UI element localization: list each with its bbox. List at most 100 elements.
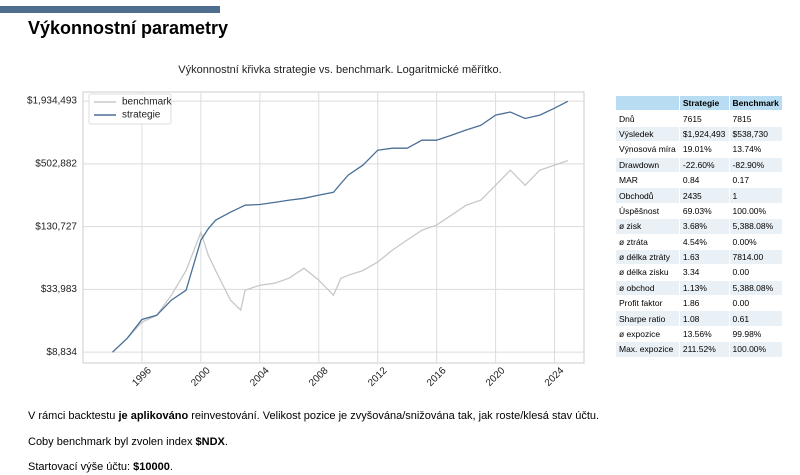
- table-cell: 0.00: [728, 264, 784, 281]
- note-text: V rámci backtestu: [28, 410, 119, 422]
- accent-bar: [0, 6, 220, 13]
- table-row: Profit faktor 1.86 0.00: [615, 295, 784, 312]
- stats-table: Strategie Benchmark Dnů 7615 7815 Výsledek $1,…: [615, 94, 784, 358]
- x-tick-label: 2024: [543, 365, 567, 389]
- table-cell: ø délka zisku: [615, 264, 680, 281]
- table-cell: 7615: [678, 110, 730, 127]
- table-cell: -82.90%: [728, 156, 784, 173]
- x-tick-label: 2008: [307, 365, 331, 389]
- table-cell: 4.54%: [678, 233, 730, 250]
- y-tick-label: $130,727: [35, 221, 77, 232]
- table-cell: 69.03%: [678, 202, 730, 220]
- table-cell: Výnosová míra: [615, 141, 680, 158]
- legend-label: benchmark: [122, 97, 172, 108]
- series-line: [112, 100, 569, 353]
- x-tick-label: 2020: [484, 365, 508, 389]
- table-cell: Dnů: [615, 110, 680, 127]
- table-row: Dnů 7615 7815: [615, 110, 784, 127]
- table-row: ø obchod 1.13% 5,388.08%: [615, 279, 784, 297]
- table-row: ø zisk 3.68% 5,388.08%: [615, 218, 784, 235]
- table-row: Max. expozice 211.52% 100.00%: [615, 341, 784, 358]
- y-tick-label: $1,934,493: [27, 96, 77, 107]
- note-text: reinvestování. Velikost pozice je zvyšov…: [188, 410, 600, 422]
- table-cell: 1.63: [678, 248, 730, 266]
- table-cell: MAR: [615, 171, 680, 189]
- chart: Výkonnostní křivka strategie vs. benchma…: [27, 64, 585, 389]
- chart-title: Výkonnostní křivka strategie vs. benchma…: [178, 64, 501, 76]
- table-cell: 5,388.08%: [728, 279, 784, 297]
- table-cell: 13.56%: [678, 325, 730, 343]
- table-row: ø ztráta 4.54% 0.00%: [615, 233, 784, 250]
- table-cell: 0.61: [728, 310, 784, 327]
- table-cell: 0.00: [728, 295, 784, 312]
- table-cell: 211.52%: [678, 341, 730, 358]
- table-cell: 5,388.08%: [728, 218, 784, 235]
- table-cell: 0.00%: [728, 233, 784, 250]
- table-cell: ø zisk: [615, 218, 680, 235]
- note-text: je aplikováno: [118, 410, 189, 422]
- table-cell: ø ztráta: [615, 233, 680, 250]
- table-cell: 0.17: [728, 171, 784, 189]
- table-cell: 3.34: [678, 264, 730, 281]
- note-text: $NDX: [195, 436, 225, 448]
- header-cell: Strategie: [678, 94, 730, 112]
- table-row: Drawdown -22.60% -82.90%: [615, 156, 784, 173]
- table-row: Výsledek $1,924,493 $538,730: [615, 125, 784, 143]
- table-cell: 99.98%: [728, 325, 784, 343]
- table-cell: 13.74%: [728, 141, 784, 158]
- x-tick-label: 2012: [366, 365, 390, 389]
- table-cell: 1.08: [678, 310, 730, 327]
- table-cell: ø expozice: [615, 325, 680, 343]
- table-cell: 7815: [728, 110, 784, 127]
- table-cell: 0.84: [678, 171, 730, 189]
- page-title: Výkonnostní parametry: [28, 18, 229, 38]
- table-cell: Výsledek: [615, 125, 680, 143]
- table-cell: $538,730: [728, 125, 784, 143]
- table-header: Strategie Benchmark: [615, 94, 784, 112]
- table-row: ø délka ztráty 1.63 7814.00: [615, 248, 784, 266]
- table-row: Obchodů 2435 1: [615, 187, 784, 204]
- note-text: .: [224, 436, 228, 448]
- header-cell: Benchmark: [728, 94, 784, 112]
- table-cell: Obchodů: [615, 187, 680, 204]
- table-row: Úspěšnost 69.03% 100.00%: [615, 202, 784, 220]
- table-cell: Úspěšnost: [615, 202, 680, 220]
- note-text: Coby benchmark byl zvolen index: [28, 436, 196, 448]
- table-cell: 2435: [678, 187, 730, 204]
- table-cell: 19.01%: [678, 141, 730, 158]
- table-cell: ø délka ztráty: [615, 248, 680, 266]
- y-tick-label: $8,834: [46, 347, 77, 358]
- note: V rámci backtestu je aplikováno reinvest…: [28, 410, 599, 422]
- series-line: [112, 159, 569, 353]
- table-cell: Sharpe ratio: [615, 310, 680, 327]
- table-cell: 1: [728, 187, 784, 204]
- x-tick-label: 2016: [425, 365, 449, 389]
- note: Startovací výše účtu: $10000.: [28, 461, 173, 473]
- table-row: Výnosová míra 19.01% 13.74%: [615, 141, 784, 158]
- x-tick-label: 2004: [248, 365, 272, 389]
- table-cell: 1.86: [678, 295, 730, 312]
- table-cell: -22.60%: [678, 156, 730, 173]
- table-cell: Max. expozice: [615, 341, 680, 358]
- table-cell: Drawdown: [615, 156, 680, 173]
- y-tick-label: $502,882: [35, 158, 77, 169]
- table-cell: ø obchod: [615, 279, 680, 297]
- table-row: Sharpe ratio 1.08 0.61: [615, 310, 784, 327]
- table-cell: 3.68%: [678, 218, 730, 235]
- note-text: $10000: [133, 461, 170, 473]
- x-tick-label: 1996: [130, 365, 154, 389]
- table-cell: 1.13%: [678, 279, 730, 297]
- header-cell: [615, 94, 680, 112]
- table-cell: 7814.00: [728, 248, 784, 266]
- y-tick-label: $33,983: [41, 284, 78, 295]
- table-cell: 100.00%: [728, 202, 784, 220]
- plot-area: [82, 91, 585, 364]
- table-cell: 100.00%: [728, 341, 784, 358]
- note: Coby benchmark byl zvolen index $NDX.: [28, 436, 228, 448]
- x-tick-label: 2000: [189, 365, 213, 389]
- note-text: .: [169, 461, 173, 473]
- table-row: ø expozice 13.56% 99.98%: [615, 325, 784, 343]
- table-row: ø délka zisku 3.34 0.00: [615, 264, 784, 281]
- table-cell: $1,924,493: [678, 125, 730, 143]
